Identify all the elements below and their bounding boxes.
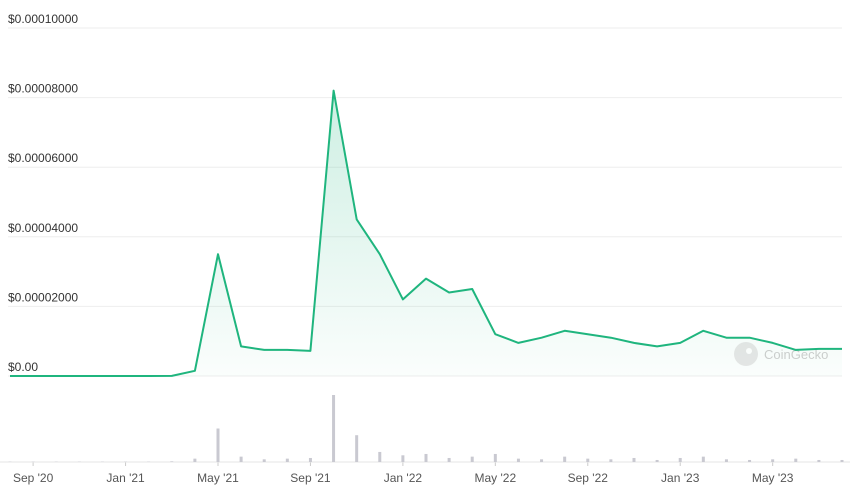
volume-bar	[424, 453, 428, 462]
x-tick-label: Sep '22	[568, 471, 609, 485]
volume-bar	[447, 457, 451, 462]
x-tick-label: May '23	[752, 471, 794, 485]
volume-bar	[771, 459, 775, 462]
volume-bar	[655, 459, 659, 462]
y-tick-label: $0.00004000	[8, 221, 78, 235]
x-tick-label: Jan '21	[106, 471, 145, 485]
y-tick-label: $0.00008000	[8, 82, 78, 96]
y-tick-label: $0.00006000	[8, 151, 78, 165]
volume-bar	[378, 451, 382, 462]
y-tick-label: $0.00010000	[8, 12, 78, 26]
volume-bar	[493, 453, 497, 462]
volume-bar	[332, 395, 336, 462]
y-tick-label: $0.00002000	[8, 290, 78, 304]
price-area	[10, 90, 842, 376]
volume-bar	[540, 459, 544, 462]
volume-bar	[262, 459, 266, 462]
y-tick-label: $0.00	[8, 360, 38, 374]
volume-bar	[817, 459, 821, 462]
volume-bar	[632, 457, 636, 462]
volume-bar	[678, 457, 682, 462]
volume-bar	[701, 456, 705, 462]
volume-bar	[586, 458, 590, 462]
watermark-logo	[734, 342, 758, 366]
volume-bar	[216, 428, 220, 462]
x-tick-label: May '22	[475, 471, 517, 485]
x-tick-label: Jan '22	[384, 471, 423, 485]
volume-bar	[285, 458, 289, 462]
volume-bar	[609, 459, 613, 462]
watermark-text: CoinGecko	[764, 347, 828, 362]
volume-bar	[516, 458, 520, 462]
watermark-logo-eye	[746, 348, 752, 354]
volume-bar	[170, 461, 174, 462]
volume-bar	[355, 435, 359, 462]
volume-bar	[563, 456, 567, 462]
volume-bar	[470, 456, 474, 462]
volume-bar	[724, 459, 728, 462]
volume-bar	[401, 455, 405, 462]
x-tick-label: Sep '20	[13, 471, 54, 485]
volume-bar	[308, 457, 312, 462]
volume-bar	[193, 458, 197, 462]
volume-bar	[840, 459, 844, 462]
x-tick-label: May '21	[197, 471, 239, 485]
price-line	[10, 89, 842, 377]
x-tick-label: Jan '23	[661, 471, 700, 485]
volume-bar	[794, 458, 798, 462]
volume-bar	[748, 459, 752, 462]
volume-bar	[239, 456, 243, 462]
x-tick-label: Sep '21	[290, 471, 331, 485]
watermark: CoinGecko	[734, 342, 828, 366]
